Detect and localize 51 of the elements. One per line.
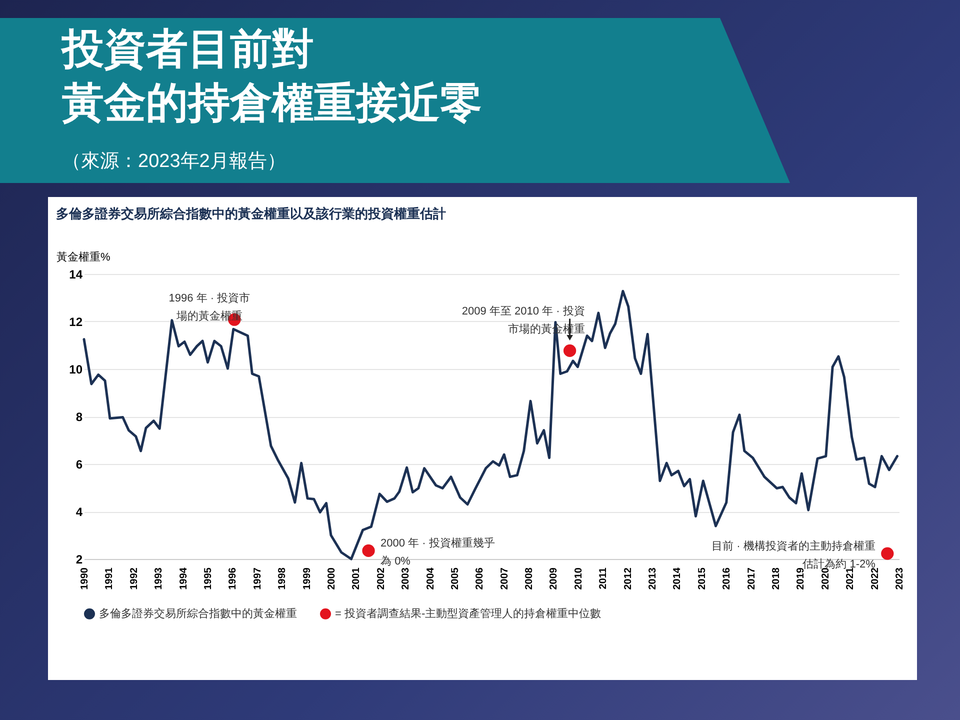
y-tick-label: 12 [69,315,83,329]
point [563,344,576,358]
x-tick-label: 1992 [128,567,140,590]
x-tick-label: 1993 [154,567,165,590]
x-tick-label: 2000 [326,567,338,590]
x-tick-label: 2021 [845,567,856,590]
y-tick-label: 4 [76,505,83,519]
x-tick-label: 2009 [548,567,560,590]
x-tick-label: 2023 [894,567,906,590]
x-tick-label: 1990 [80,567,90,590]
x-tick-label: 2005 [450,567,461,590]
y-tick-label: 8 [76,410,83,424]
x-tick-label: 2003 [400,567,412,590]
x-tick-label: 1996 [228,567,239,590]
x-tick-label: 2010 [573,567,584,590]
x-tick-label: 2008 [524,567,536,590]
x-tick-label: 2013 [648,567,659,590]
x-tick-label: 2022 [870,567,881,590]
x-tick-label: 2018 [771,567,782,590]
x-tick-label: 1994 [178,567,190,590]
x-tick-label: 2017 [746,567,758,590]
x-tick-label: 2007 [499,567,510,590]
x-tick-label: 1999 [302,567,313,590]
x-tick-label: 2014 [672,567,684,590]
y-tick-label: 14 [69,268,83,282]
x-tick-label: 2002 [376,567,387,590]
point [881,547,894,560]
x-tick-label: 2004 [425,567,436,590]
x-tick-label: 2006 [474,567,486,590]
point [362,544,375,557]
legend-label: = 投資者調查結果-主動型資產管理人的持倉權重中位數 [335,606,602,620]
x-tick-label: 2011 [598,567,610,590]
y-axis-title: 黃金權重% [56,250,110,264]
x-tick-label: 2012 [622,567,634,590]
chart-title: 投資者目前對黃金的持倉權重接近零 [62,24,482,128]
x-tick-label: 1991 [104,567,116,590]
y-tick-label: 10 [69,362,83,376]
x-tick-label: 2015 [696,567,708,590]
legend-label: 多倫多證券交易所綜合指數中的黃金權重 [99,606,297,620]
annotation: 2000 年 · 投資權重幾乎為 0% [380,536,495,568]
chart-subtitle: （來源：2023年2月報告） [62,150,286,174]
text: 多倫多證券交易所綜合指數中的黃金權重以及該行業的投資權重估計 [56,205,446,223]
y-tick-label: 6 [76,458,83,472]
x-tick-label: 1997 [252,567,264,590]
x-tick-label: 1995 [202,567,214,590]
x-tick-label: 2016 [722,567,733,590]
x-tick-label: 2020 [820,567,832,590]
y-tick-label: 2 [76,552,83,566]
x-tick-label: 1998 [277,567,288,590]
x-tick-label: 2019 [796,567,807,590]
x-tick-label: 2001 [351,567,362,590]
